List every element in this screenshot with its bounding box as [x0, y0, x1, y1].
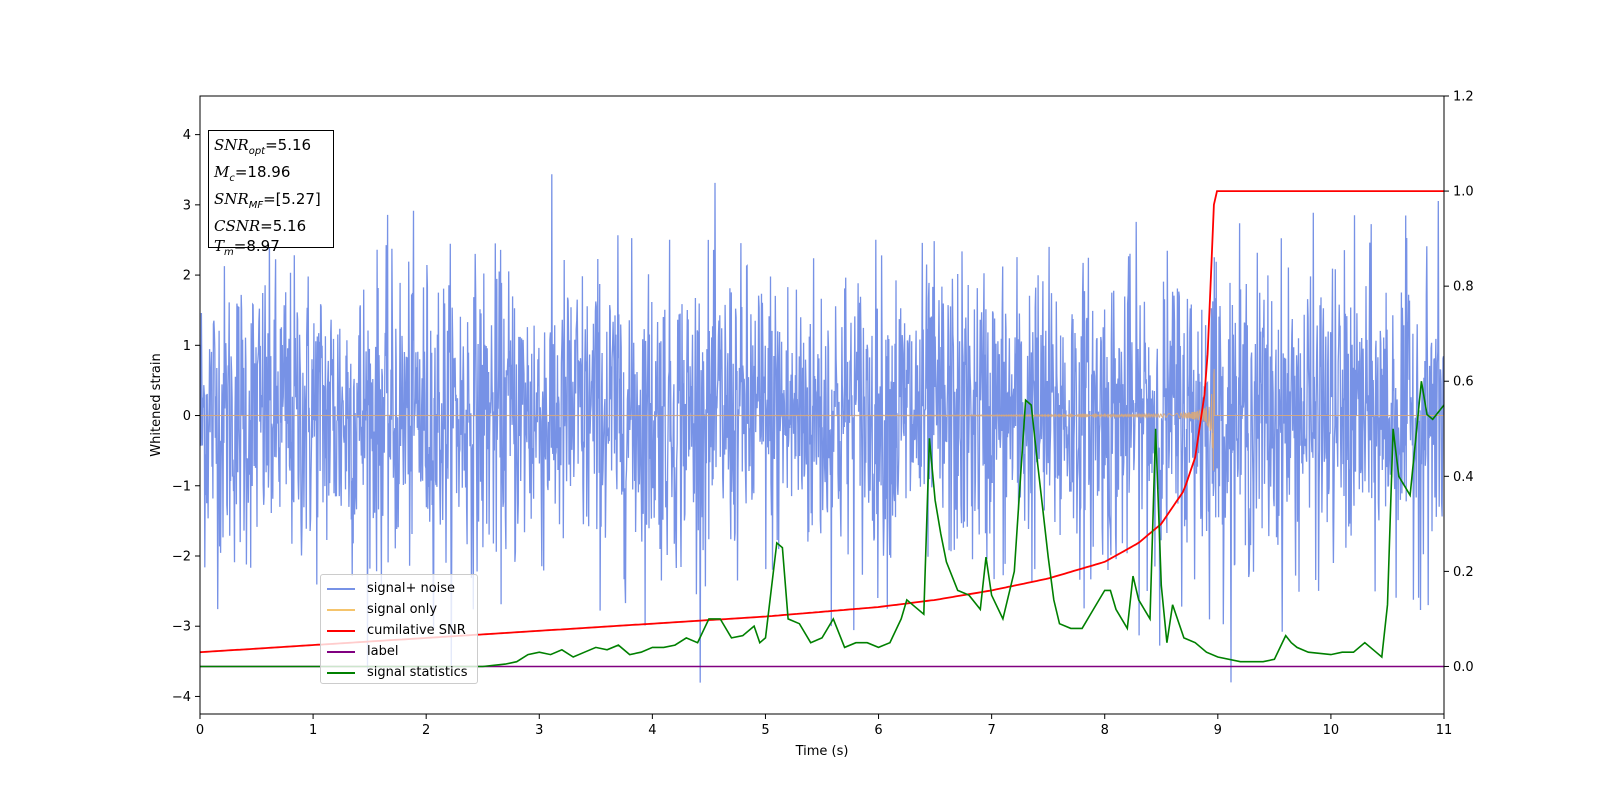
x-tick-label: 1 — [309, 723, 317, 738]
y-axis-label: Whitened strain — [149, 353, 164, 456]
legend: signal+ noise signal only cumilative SNR la… — [320, 574, 478, 684]
legend-item: signal+ noise — [327, 578, 471, 599]
y-right-tick-label: 0.6 — [1453, 375, 1474, 390]
x-tick-label: 5 — [761, 723, 769, 738]
legend-swatch — [327, 671, 355, 674]
legend-swatch — [327, 587, 355, 590]
x-tick-label: 6 — [874, 723, 882, 738]
legend-swatch — [327, 608, 355, 611]
x-tick-label: 11 — [1436, 723, 1453, 738]
legend-item: label — [327, 641, 471, 662]
x-tick-label: 7 — [987, 723, 995, 738]
axis-layer: 0 1 2 3 4 5 6 7 8 9 10 11 −4 −3 −2 −1 0 1 2 3 4 0.0 0.2 0.4 0.6 0… — [172, 90, 1474, 739]
y-right-tick-label: 0.8 — [1453, 280, 1474, 295]
legend-swatch — [327, 629, 355, 632]
legend-swatch — [327, 650, 355, 653]
y-right-tick-label: 0.4 — [1453, 470, 1474, 485]
x-tick-label: 8 — [1101, 723, 1109, 738]
y-left-tick-label: 0 — [183, 409, 191, 424]
legend-label: cumilative SNR — [367, 623, 466, 638]
stats-row: Mc=18.96 — [214, 163, 291, 184]
y-left-tick-label: −2 — [172, 549, 191, 564]
series-signal-statistics — [200, 381, 1444, 668]
x-tick-label: 10 — [1323, 723, 1340, 738]
x-tick-label: 9 — [1214, 723, 1222, 738]
series-signal-only — [200, 368, 1444, 471]
y-left-tick-label: 2 — [183, 269, 191, 284]
y-left-tick-label: 4 — [183, 128, 191, 143]
legend-label: label — [367, 644, 399, 659]
y-right-tick-label: 0.0 — [1453, 660, 1474, 675]
y-left-tick-label: 1 — [183, 339, 191, 354]
legend-label: signal only — [367, 602, 438, 617]
y-left-tick-label: −3 — [172, 620, 191, 635]
stats-row: SNRMF=[5.27] — [214, 190, 321, 211]
x-tick-label: 3 — [535, 723, 543, 738]
y-left-tick-label: −4 — [172, 690, 191, 705]
y-right-tick-label: 1.2 — [1453, 90, 1474, 105]
y-right-tick-label: 0.2 — [1453, 565, 1474, 580]
plot-frame — [199, 95, 1445, 715]
x-axis-label: Time (s) — [795, 744, 849, 759]
series-signal-noise — [200, 174, 1444, 683]
legend-item: signal only — [327, 599, 471, 620]
stats-row: CSNR=5.16 — [214, 217, 307, 235]
x-tick-label: 0 — [196, 723, 204, 738]
x-tick-label: 4 — [648, 723, 656, 738]
y-left-tick-label: 3 — [183, 198, 191, 213]
stats-row: Tm=8.97 — [214, 237, 280, 258]
y-right-tick-label: 1.0 — [1453, 185, 1474, 200]
legend-item: signal statistics — [327, 662, 471, 683]
x-tick-label: 2 — [422, 723, 430, 738]
stats-annotation-box: SNRopt=5.16 Mc=18.96 SNRMF=[5.27] CSNR=5.16… — [208, 130, 334, 258]
y-left-tick-label: −1 — [172, 479, 191, 494]
legend-label: signal statistics — [367, 665, 468, 680]
stats-row: SNRopt=5.16 — [214, 136, 312, 157]
legend-label: signal+ noise — [367, 581, 456, 596]
legend-item: cumilative SNR — [327, 620, 471, 641]
